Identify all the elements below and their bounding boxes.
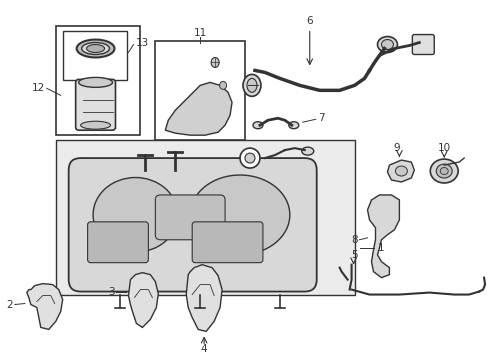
FancyBboxPatch shape — [192, 222, 263, 263]
Text: 9: 9 — [392, 143, 399, 153]
Ellipse shape — [288, 122, 298, 129]
FancyBboxPatch shape — [56, 140, 354, 294]
Polygon shape — [27, 284, 62, 329]
Ellipse shape — [243, 75, 261, 96]
Ellipse shape — [81, 42, 109, 54]
Text: 8: 8 — [350, 235, 357, 245]
Text: 4: 4 — [201, 345, 207, 354]
Polygon shape — [186, 265, 222, 332]
FancyBboxPatch shape — [155, 41, 244, 140]
Ellipse shape — [211, 58, 219, 67]
Text: 6: 6 — [306, 15, 312, 26]
Text: 5: 5 — [350, 250, 357, 260]
Ellipse shape — [377, 37, 397, 53]
Polygon shape — [165, 82, 232, 135]
Ellipse shape — [439, 167, 447, 175]
FancyBboxPatch shape — [155, 195, 224, 240]
Polygon shape — [386, 160, 413, 182]
Ellipse shape — [301, 147, 313, 155]
Ellipse shape — [93, 177, 178, 252]
Text: 10: 10 — [437, 143, 450, 153]
Text: 11: 11 — [193, 28, 206, 37]
Text: 3: 3 — [108, 287, 114, 297]
Text: 13: 13 — [135, 37, 148, 48]
Ellipse shape — [429, 159, 457, 183]
Ellipse shape — [79, 77, 112, 87]
Polygon shape — [128, 273, 158, 328]
Ellipse shape — [252, 122, 263, 129]
Ellipse shape — [190, 175, 289, 255]
Text: 2: 2 — [6, 300, 13, 310]
FancyBboxPatch shape — [87, 222, 148, 263]
FancyBboxPatch shape — [68, 158, 316, 292]
Ellipse shape — [86, 45, 104, 53]
Text: 12: 12 — [31, 84, 45, 93]
FancyBboxPatch shape — [411, 35, 433, 54]
Ellipse shape — [77, 40, 114, 58]
Ellipse shape — [81, 121, 110, 129]
Circle shape — [244, 153, 254, 163]
Ellipse shape — [435, 164, 451, 178]
Ellipse shape — [246, 78, 256, 92]
Text: 1: 1 — [377, 243, 384, 253]
Ellipse shape — [395, 166, 407, 176]
FancyBboxPatch shape — [62, 31, 127, 80]
Ellipse shape — [381, 40, 393, 50]
Ellipse shape — [219, 81, 226, 89]
FancyBboxPatch shape — [56, 26, 140, 135]
Circle shape — [240, 148, 260, 168]
Polygon shape — [367, 195, 399, 278]
FancyBboxPatch shape — [76, 80, 115, 130]
Text: 7: 7 — [317, 113, 324, 123]
